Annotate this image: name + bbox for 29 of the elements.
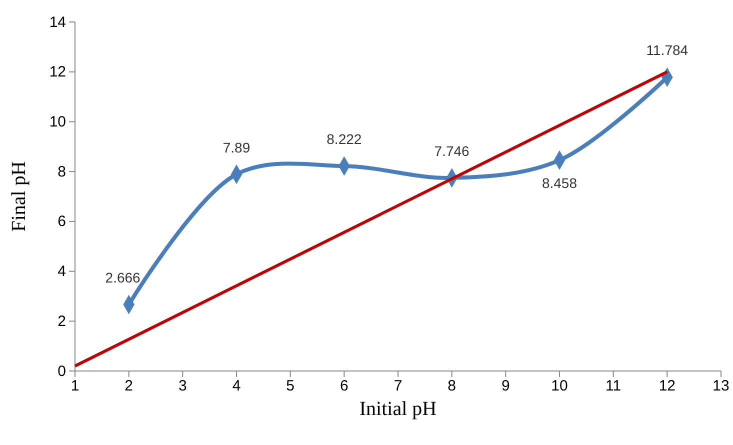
data-label: 7.746: [434, 142, 470, 159]
x-tick-label: 12: [658, 378, 676, 395]
data-label: 8.222: [326, 131, 362, 148]
y-tick-label: 14: [49, 14, 66, 31]
data-label: 8.458: [542, 175, 578, 192]
y-tick-label: 12: [49, 64, 66, 81]
x-tick-label: 2: [124, 378, 134, 395]
x-tick-label: 11: [606, 378, 622, 395]
y-tick-label: 8: [58, 163, 66, 180]
y-tick-label: 4: [58, 263, 66, 280]
x-tick-label: 8: [448, 378, 456, 395]
data-label: 11.784: [646, 42, 688, 58]
x-tick-label: 1: [70, 378, 80, 395]
x-tick-label: 10: [551, 378, 568, 395]
y-tick-label: 10: [49, 114, 66, 131]
y-tick-label: 0: [58, 362, 66, 380]
y-tick-label: 6: [58, 213, 66, 230]
data-label: 2.666: [105, 270, 141, 286]
x-tick-label: 4: [232, 378, 241, 395]
x-tick-label: 9: [501, 378, 510, 395]
x-tick-label: 3: [178, 378, 187, 395]
x-tick-label: 7: [394, 378, 402, 395]
x-tick-label: 13: [712, 378, 730, 395]
y-tick-label: 2: [58, 312, 66, 330]
x-tick-label: 5: [286, 378, 295, 395]
x-tick-label: 6: [340, 378, 348, 395]
y-axis-title: Final pH: [8, 161, 30, 232]
data-label: 7.89: [222, 139, 250, 156]
x-axis-title: Initial pH: [359, 398, 437, 420]
